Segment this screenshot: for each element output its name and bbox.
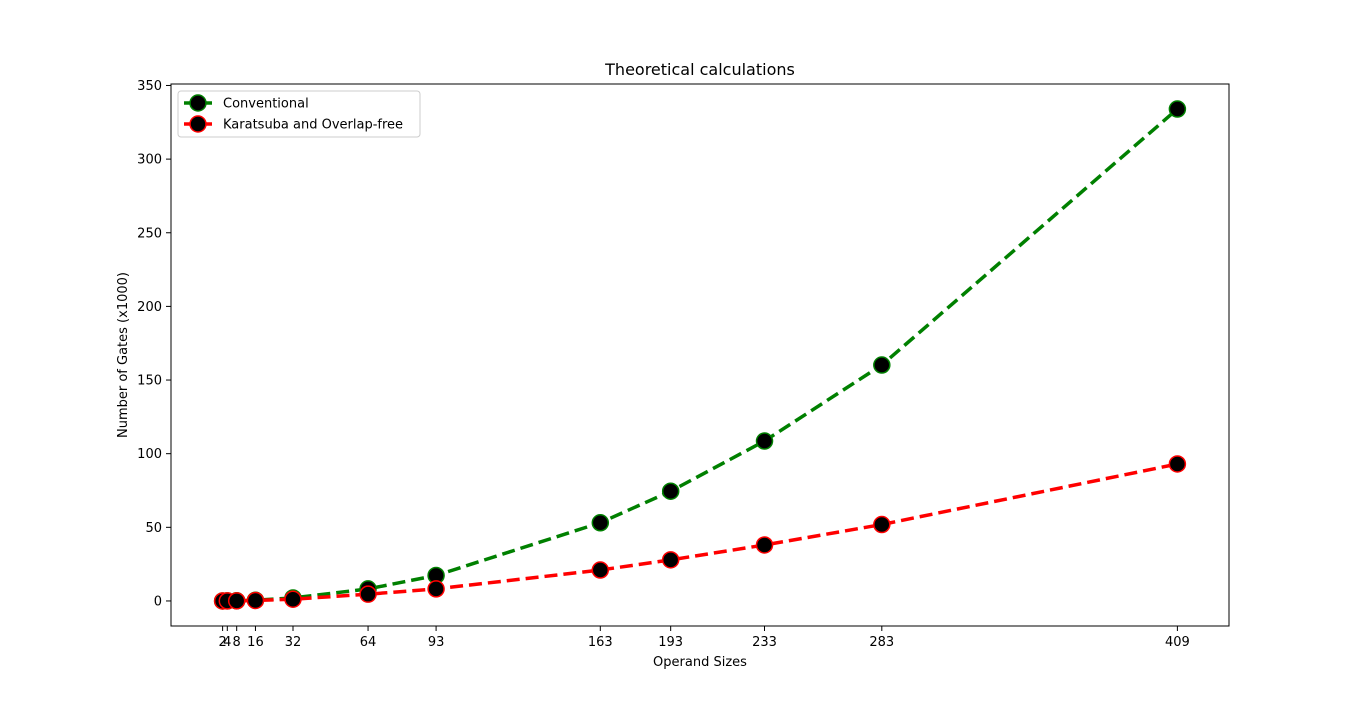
series-karatsuba-and-overlap-free [213, 455, 1187, 610]
y-tick-label: 0 [154, 594, 162, 609]
y-tick-label: 200 [137, 300, 162, 315]
data-point [661, 482, 680, 500]
x-tick-label: 4 [223, 635, 231, 650]
y-tick-label: 350 [137, 79, 162, 94]
legend-item: Conventional [184, 94, 309, 112]
x-axis: 24 8 16 32 64 93 163 193 233 283 409 [218, 626, 1190, 650]
x-tick-label: 64 [360, 635, 377, 650]
x-tick-label: 32 [285, 635, 302, 650]
y-tick-label: 250 [137, 226, 162, 241]
legend-label: Karatsuba and Overlap-free [223, 118, 403, 133]
data-point [1168, 455, 1187, 473]
legend-box [177, 90, 421, 138]
y-tick-label: 300 [137, 153, 162, 168]
y-axis: 0 50 100 150 200 250 300 350 [137, 79, 171, 609]
data-point [427, 580, 445, 598]
data-point [591, 561, 610, 579]
data-point [661, 551, 680, 569]
data-point [1168, 100, 1187, 118]
x-tick-label: 283 [869, 635, 894, 650]
series-layer [213, 100, 1187, 610]
legend-label: Conventional [223, 97, 309, 112]
x-axis-label: Operand Sizes [653, 655, 747, 670]
y-tick-label: 100 [137, 447, 162, 462]
legend-marker [189, 115, 207, 133]
x-tick-label: 409 [1165, 635, 1190, 650]
x-tick-label: 16 [247, 635, 264, 650]
x-tick-label: 2 [218, 635, 226, 650]
data-point [359, 585, 377, 603]
data-point [227, 592, 246, 610]
y-axis-label: Number of Gates (x1000) [116, 272, 131, 438]
data-point [755, 536, 774, 554]
data-point [591, 514, 610, 532]
data-point [284, 590, 302, 608]
x-tick-label: 8 [233, 635, 241, 650]
legend: Conventional Karatsuba and Overlap-free [177, 90, 421, 138]
x-tick-label: 193 [658, 635, 683, 650]
x-tick-label: 163 [588, 635, 613, 650]
data-point [873, 356, 891, 374]
x-tick-label: 93 [428, 635, 445, 650]
chart-title: Theoretical calculations [604, 60, 795, 79]
data-point [755, 432, 774, 450]
x-tick-label: 233 [752, 635, 777, 650]
plot-area [170, 83, 1230, 627]
data-point [873, 515, 891, 534]
y-tick-label: 150 [137, 374, 162, 389]
y-tick-label: 50 [145, 521, 162, 536]
data-point [246, 591, 265, 610]
legend-item: Karatsuba and Overlap-free [184, 115, 403, 133]
legend-marker [189, 94, 207, 112]
